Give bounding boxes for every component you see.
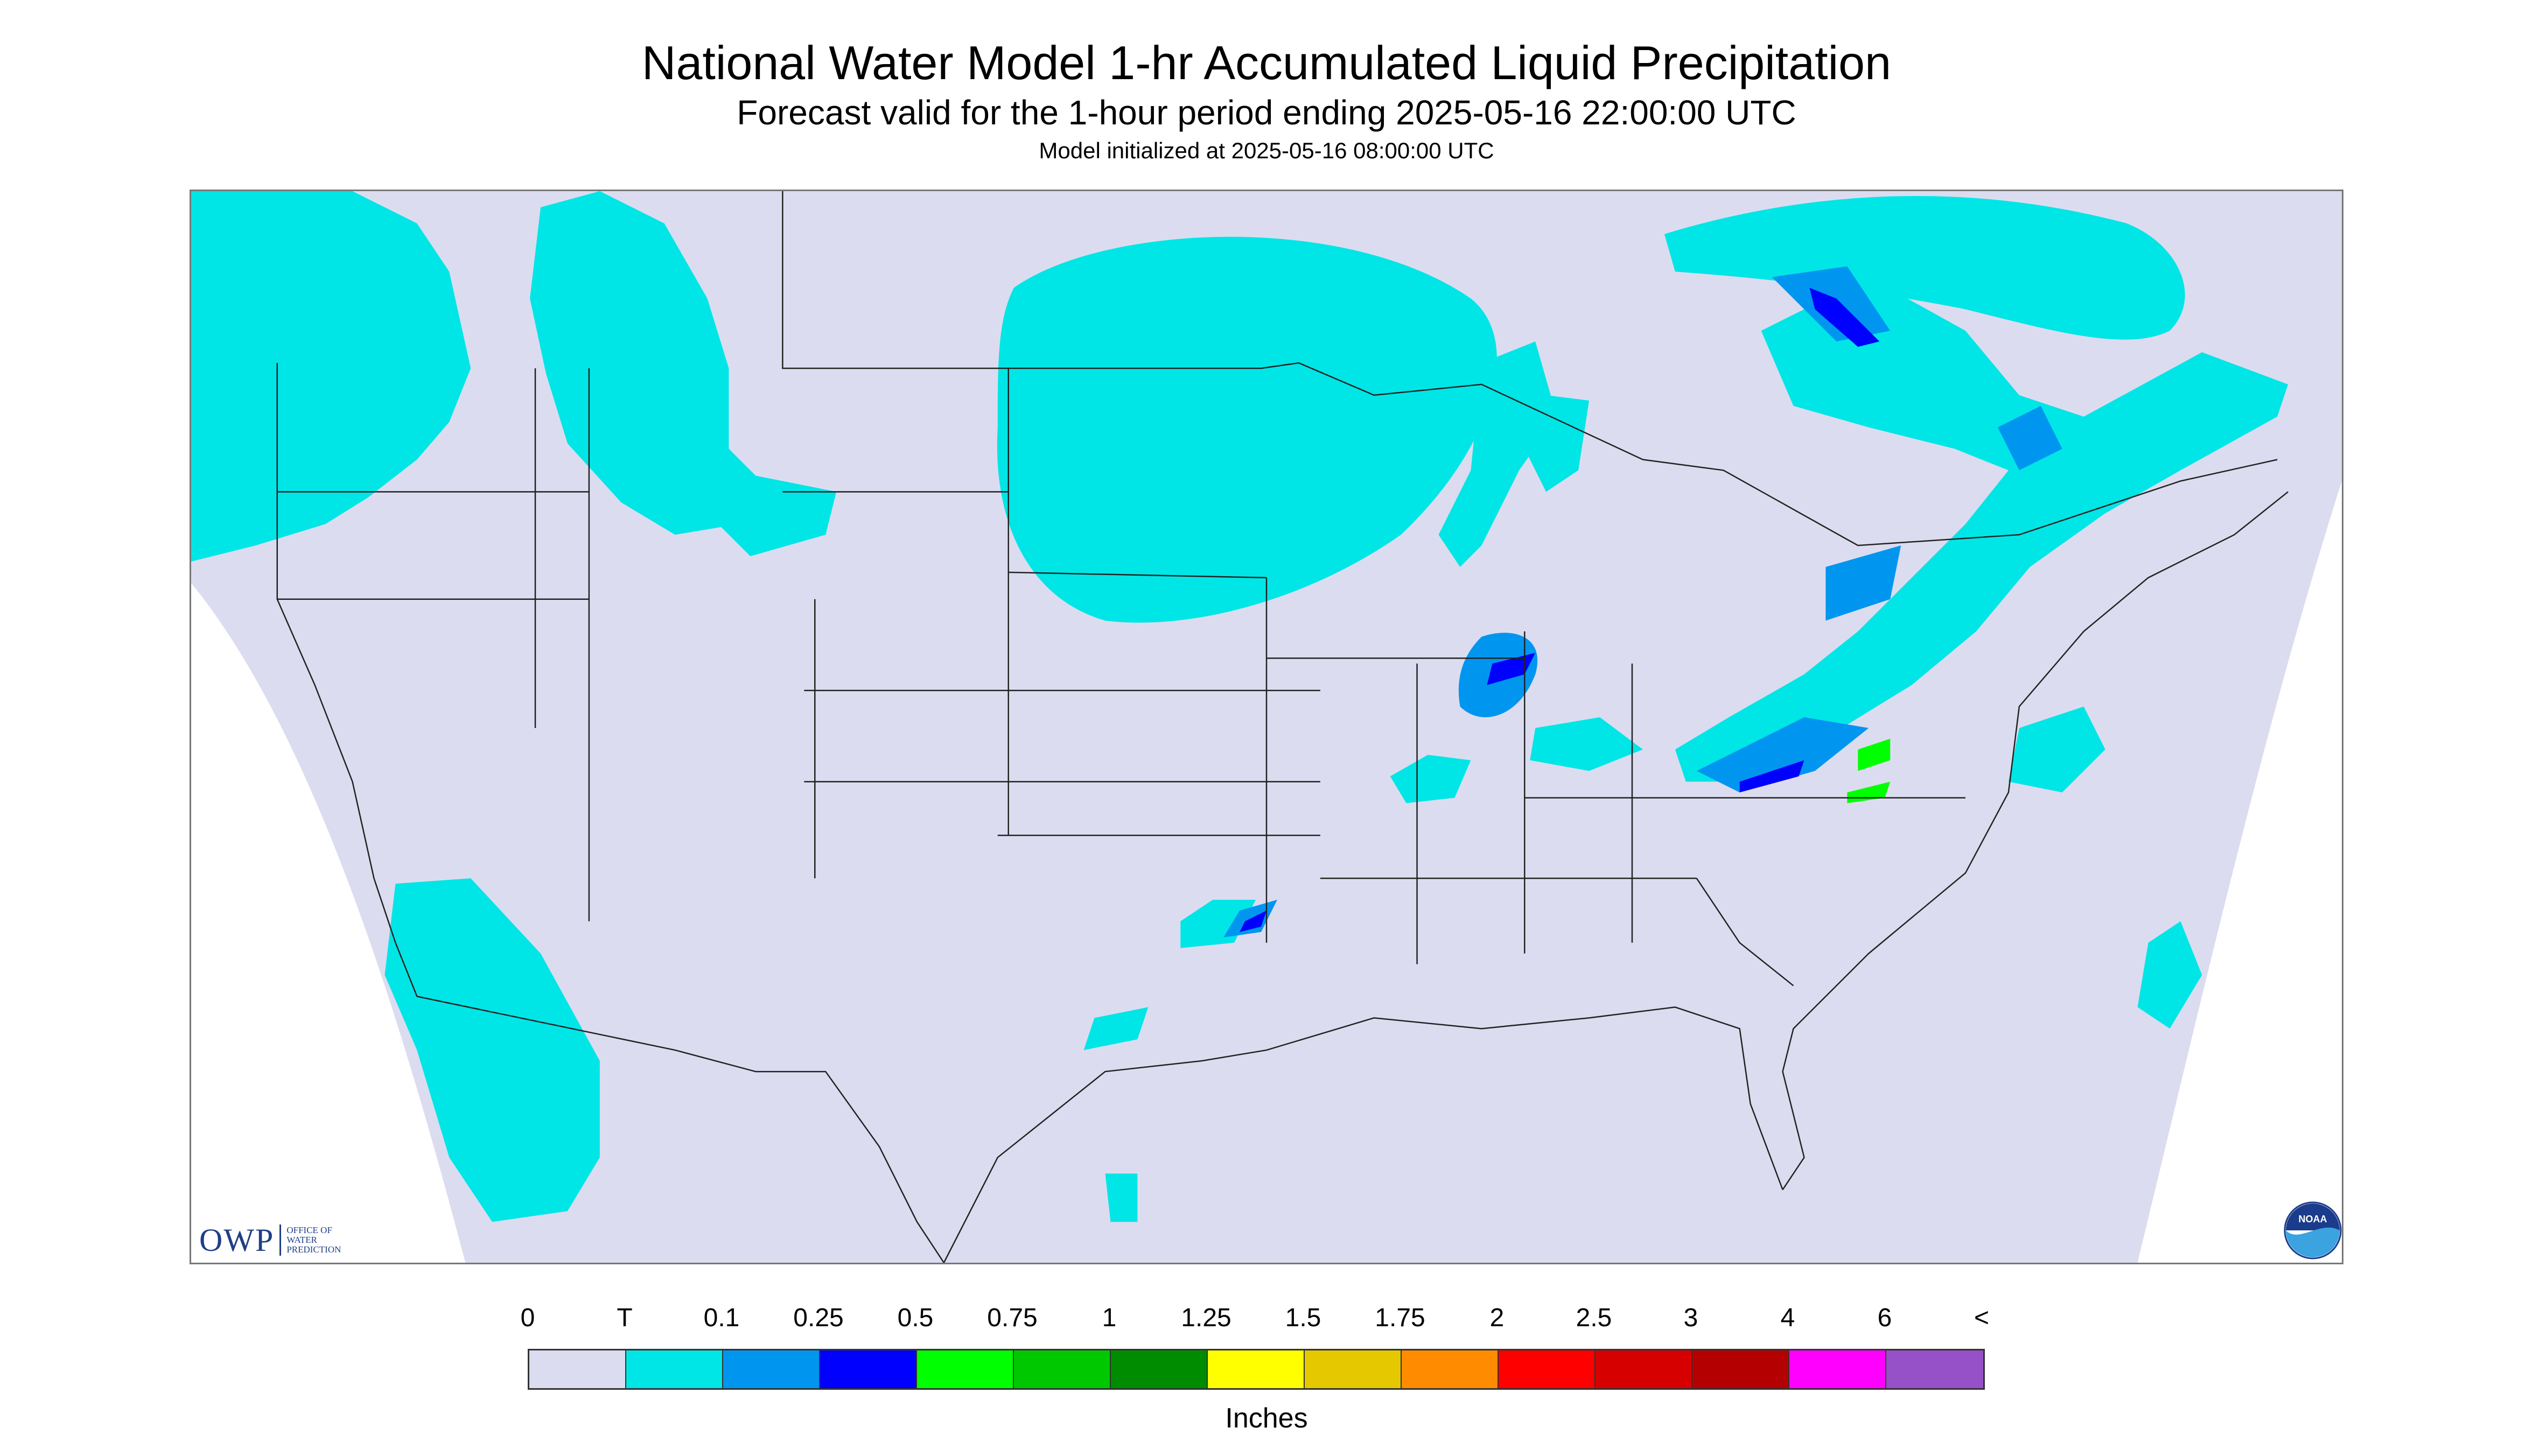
legend-swatch xyxy=(820,1350,917,1388)
owp-logo-divider xyxy=(279,1224,282,1256)
legend-swatch xyxy=(1886,1350,1983,1388)
model-init-time: Model initialized at 2025-05-16 08:00:00… xyxy=(1039,138,1494,163)
legend-units: Inches xyxy=(1225,1403,1308,1434)
political-boundaries xyxy=(276,191,2289,1263)
legend-tick-label: 1 xyxy=(1102,1304,1117,1332)
legend-swatch xyxy=(1208,1350,1305,1388)
legend-tick-label: < xyxy=(1974,1304,1990,1332)
legend-tick-label: 0.5 xyxy=(897,1304,934,1332)
legend-tick-label: 1.25 xyxy=(1181,1304,1231,1332)
owp-logo-mark: OWP xyxy=(199,1222,275,1258)
owp-logo-text: OFFICE OF WATER PREDICTION xyxy=(286,1225,341,1255)
legend-swatch xyxy=(723,1350,820,1388)
legend-swatch xyxy=(1789,1350,1886,1388)
map-canvas xyxy=(191,191,2342,1263)
legend-swatch xyxy=(917,1350,1014,1388)
legend-tick-label: 0.25 xyxy=(793,1304,844,1332)
noaa-logo-text: NOAA xyxy=(2299,1214,2327,1224)
owp-logo: OWP OFFICE OF WATER PREDICTION xyxy=(199,1221,351,1259)
legend-swatch xyxy=(529,1350,626,1388)
legend-tick-label: 1.5 xyxy=(1285,1304,1321,1332)
legend-swatch xyxy=(626,1350,723,1388)
legend-tick-label: 0.75 xyxy=(987,1304,1038,1332)
legend-swatch xyxy=(1402,1350,1499,1388)
legend-tick-label: T xyxy=(617,1304,633,1332)
legend-swatch xyxy=(1111,1350,1208,1388)
legend-tick-label: 1.75 xyxy=(1375,1304,1425,1332)
legend-color-bar xyxy=(528,1349,1985,1390)
legend-swatch xyxy=(1692,1350,1789,1388)
legend-swatch xyxy=(1596,1350,1692,1388)
legend-tick-label: 3 xyxy=(1683,1304,1698,1332)
legend-swatch xyxy=(1305,1350,1402,1388)
legend-swatch xyxy=(1499,1350,1596,1388)
precipitation-map xyxy=(190,190,2343,1264)
map-subtitle: Forecast valid for the 1-hour period end… xyxy=(737,93,1796,132)
legend-tick-label: 0.1 xyxy=(703,1304,740,1332)
legend-tick-label: 6 xyxy=(1877,1304,1892,1332)
legend-tick-label: 0 xyxy=(520,1304,535,1332)
precip-trace-areas xyxy=(191,191,2289,1222)
legend-tick-label: 2 xyxy=(1489,1304,1505,1332)
map-title: National Water Model 1-hr Accumulated Li… xyxy=(641,36,1892,89)
precip-moderate-areas xyxy=(1240,288,1880,932)
legend-tick-label: 2.5 xyxy=(1576,1304,1612,1332)
legend-swatch xyxy=(1014,1350,1111,1388)
legend-tick-label: 4 xyxy=(1780,1304,1795,1332)
noaa-logo: NOAA xyxy=(2284,1201,2342,1259)
